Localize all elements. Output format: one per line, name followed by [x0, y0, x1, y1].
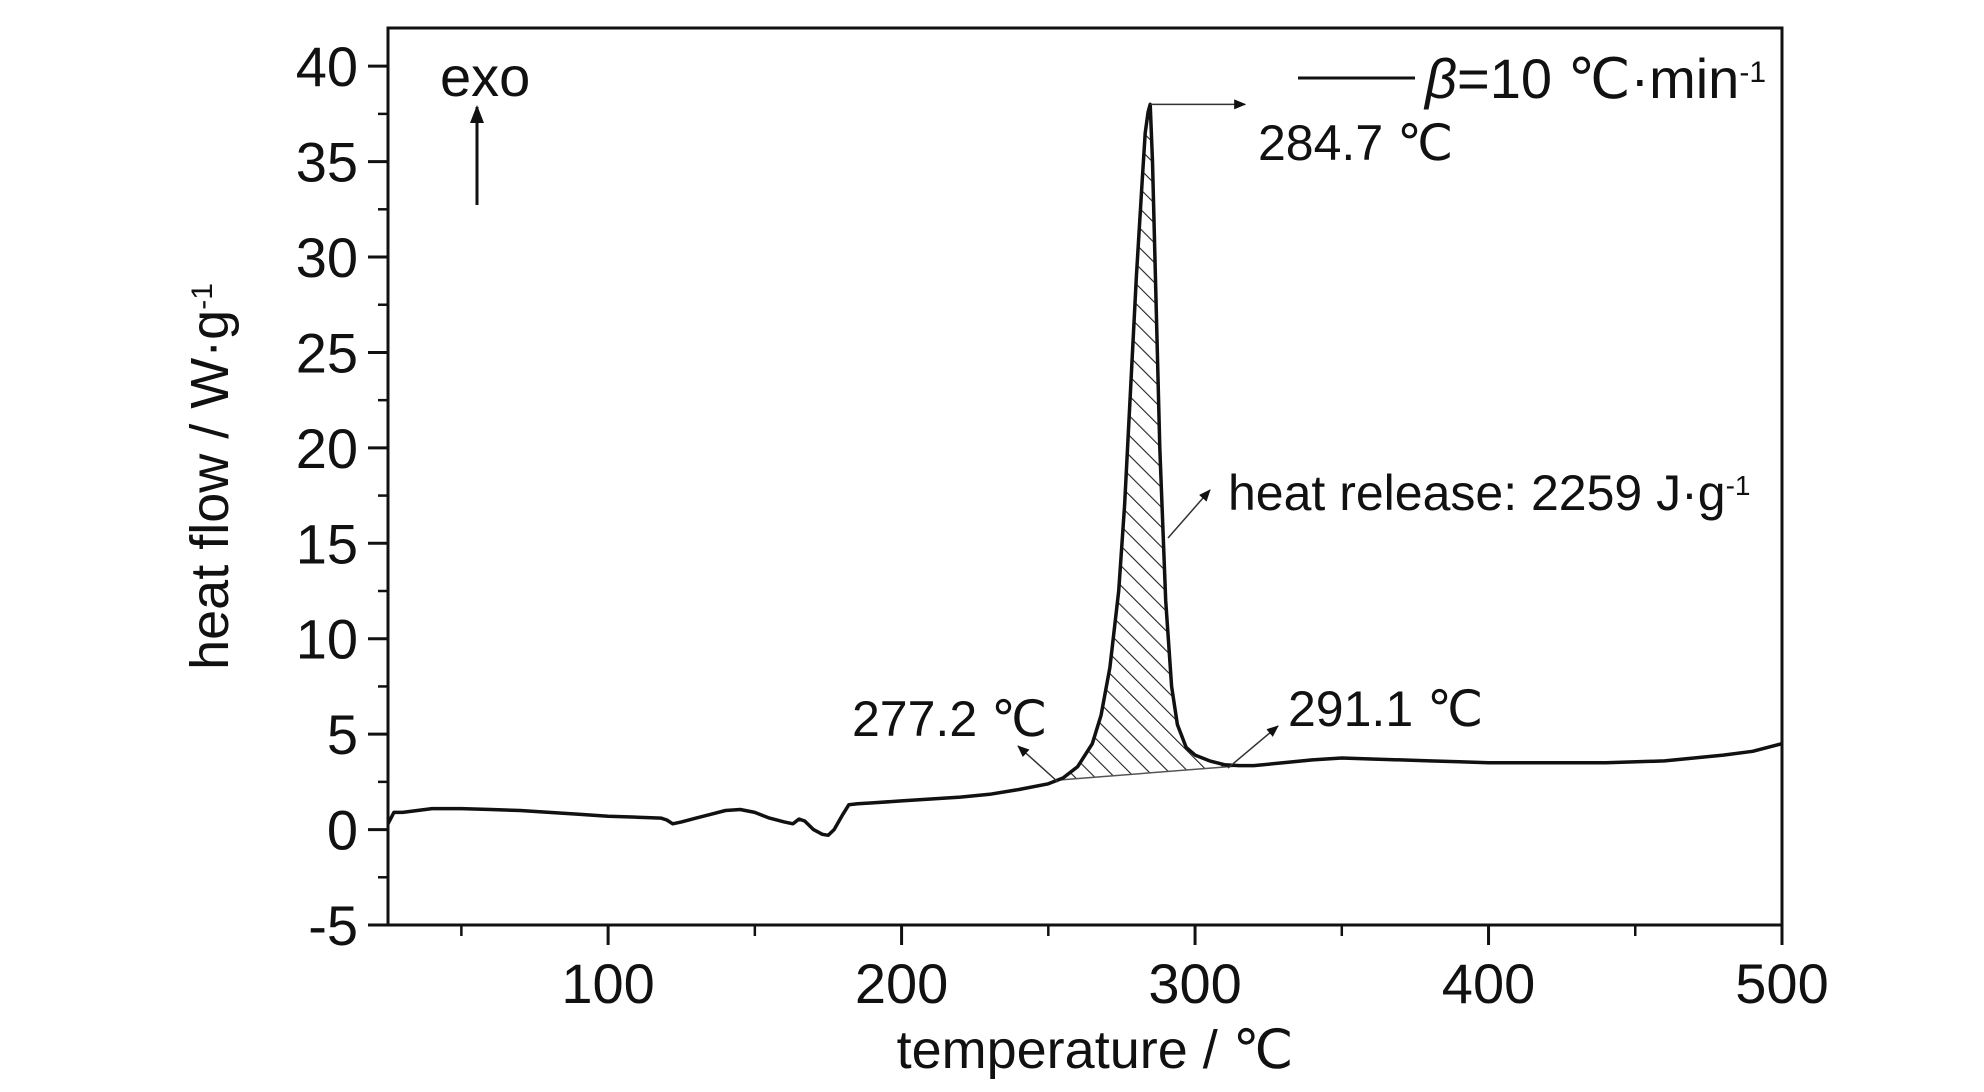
x-axis-title: temperature / ℃ — [897, 1020, 1294, 1080]
y-tick-label: 40 — [296, 35, 358, 98]
x-tick-label: 300 — [1148, 952, 1241, 1015]
heat-release-shaded-area — [1057, 104, 1243, 781]
series-line-heat-flow — [386, 102, 1783, 838]
onset-temperature-label: 277.2 ℃ — [852, 691, 1047, 747]
x-tick-label: 100 — [561, 952, 654, 1015]
x-tick-label: 400 — [1442, 952, 1535, 1015]
y-tick-label: 30 — [296, 226, 358, 289]
endset-annotation-arrow — [1227, 725, 1279, 769]
legend-label: β=10 ℃·min-1 — [1423, 47, 1766, 110]
x-tick-label: 200 — [855, 952, 948, 1015]
y-tick-label: 15 — [296, 512, 358, 575]
y-axis-title-sup: -1 — [186, 283, 219, 310]
plot-frame — [386, 26, 1784, 927]
y-tick-label: -5 — [308, 894, 358, 957]
legend-beta-symbol: β — [1423, 47, 1457, 110]
y-axis-title: heat flow / W·g-1 — [180, 283, 240, 670]
axes: -5 0 5 10 15 20 25 30 35 40 100 200 300 400 500 — [296, 35, 1829, 1015]
heat-release-label-main: heat release: 2259 J·g — [1228, 465, 1726, 521]
y-tick-label: 5 — [327, 703, 358, 766]
integration-baseline — [1057, 764, 1243, 781]
x-tick-label: 500 — [1735, 952, 1828, 1015]
y-tick-label: 25 — [296, 321, 358, 384]
heat-release-label-sup: -1 — [1726, 470, 1751, 501]
y-tick-label: 20 — [296, 417, 358, 480]
onset-annotation-arrow — [1017, 745, 1059, 783]
y-axis-title-main: heat flow / W·g — [180, 310, 240, 670]
heat-release-label: heat release: 2259 J·g-1 — [1228, 465, 1750, 521]
endset-temperature-label: 291.1 ℃ — [1288, 681, 1483, 737]
heat-release-annotation-arrow — [1167, 489, 1211, 539]
y-tick-label: 35 — [296, 131, 358, 194]
legend-rate-text: =10 ℃·min — [1457, 47, 1739, 110]
peak-temperature-label: 284.7 ℃ — [1258, 115, 1453, 171]
y-tick-label: 10 — [296, 608, 358, 671]
y-tick-label: 0 — [327, 799, 358, 862]
legend-rate-sup: -1 — [1739, 56, 1766, 89]
exo-label: exo — [440, 45, 530, 108]
